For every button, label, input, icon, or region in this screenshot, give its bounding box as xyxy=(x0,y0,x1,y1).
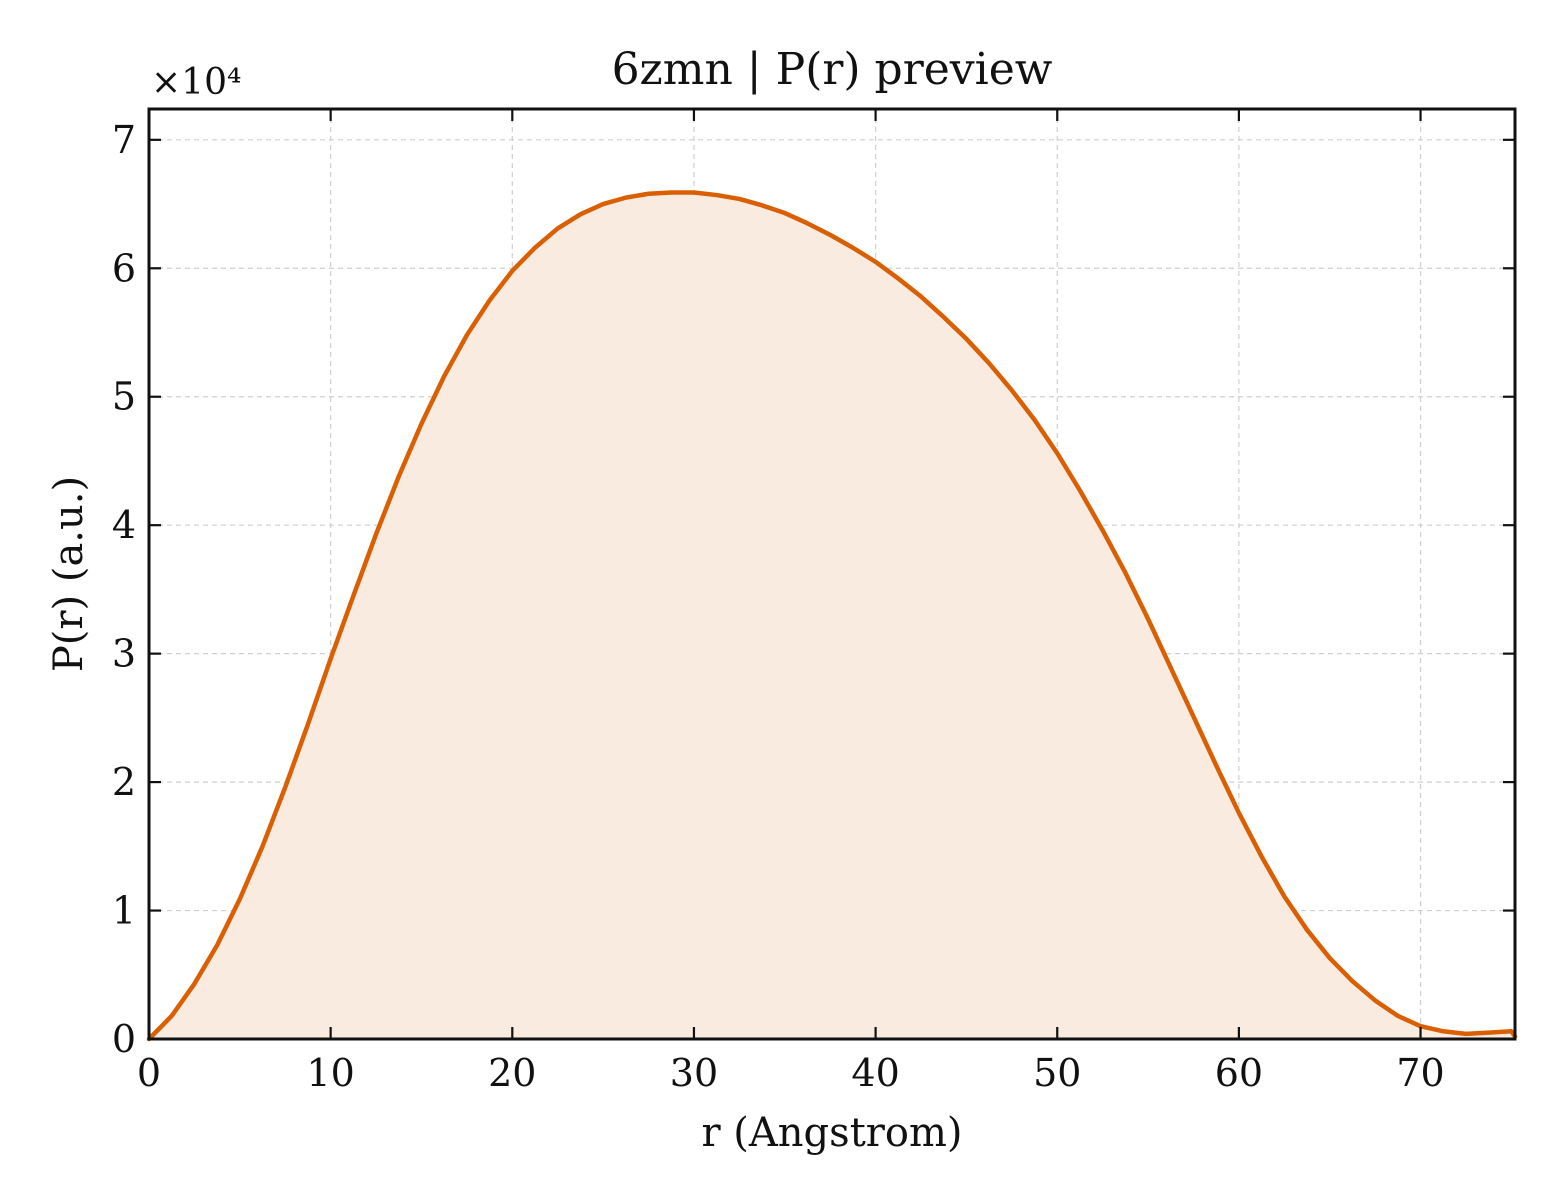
x-axis-label: r (Angstrom) xyxy=(701,1110,962,1156)
x-tick-label: 40 xyxy=(851,1051,899,1095)
y-tick-label: 1 xyxy=(112,889,136,933)
pr-area-fill xyxy=(149,192,1515,1040)
y-tick-label: 3 xyxy=(112,632,136,676)
y-tick-label: 0 xyxy=(112,1017,136,1061)
y-tick-label: 7 xyxy=(112,118,136,162)
x-tick-label: 70 xyxy=(1396,1051,1444,1095)
x-tick-label: 60 xyxy=(1215,1051,1263,1095)
x-tick-label: 50 xyxy=(1033,1051,1081,1095)
y-tick-label: 4 xyxy=(112,503,136,547)
y-tick-label: 5 xyxy=(112,375,136,419)
x-tick-label: 30 xyxy=(670,1051,718,1095)
y-tick-label: 6 xyxy=(112,246,136,290)
y-axis-label: P(r) (a.u.) xyxy=(46,476,92,672)
x-tick-label: 0 xyxy=(137,1051,161,1095)
tick-layer xyxy=(147,109,1515,1041)
x-tick-label: 20 xyxy=(488,1051,536,1095)
x-tick-label: 10 xyxy=(306,1051,354,1095)
plot-frame xyxy=(147,107,1517,1041)
pr-series-line xyxy=(146,190,1518,1042)
chart-title: 6zmn | P(r) preview xyxy=(612,44,1053,95)
y-offset-label: ×10⁴ xyxy=(151,62,241,103)
y-tick-label: 2 xyxy=(112,760,136,804)
